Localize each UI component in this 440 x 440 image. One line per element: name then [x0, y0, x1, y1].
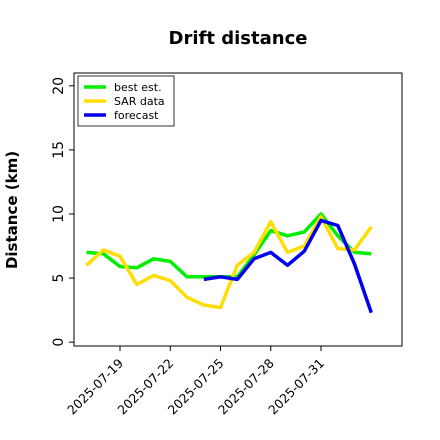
- legend-label: SAR data: [114, 95, 165, 108]
- y-tick-label: 20: [51, 77, 67, 95]
- series-line-forecast: [203, 218, 373, 314]
- plot-frame: [73, 72, 403, 347]
- legend-label: best est.: [114, 81, 162, 94]
- y-tick-label: 0: [51, 338, 67, 347]
- y-tick-label: 10: [51, 205, 67, 223]
- y-tick-label: 15: [51, 141, 67, 159]
- y-tick-label: 5: [51, 274, 67, 283]
- series-line-sar-data: [85, 214, 373, 310]
- legend-label: forecast: [114, 109, 159, 122]
- y-axis-label: Distance (km): [3, 151, 21, 269]
- plot-area: 051015202025-07-192025-07-222025-07-2520…: [51, 72, 403, 417]
- chart-title: Drift distance: [169, 28, 308, 49]
